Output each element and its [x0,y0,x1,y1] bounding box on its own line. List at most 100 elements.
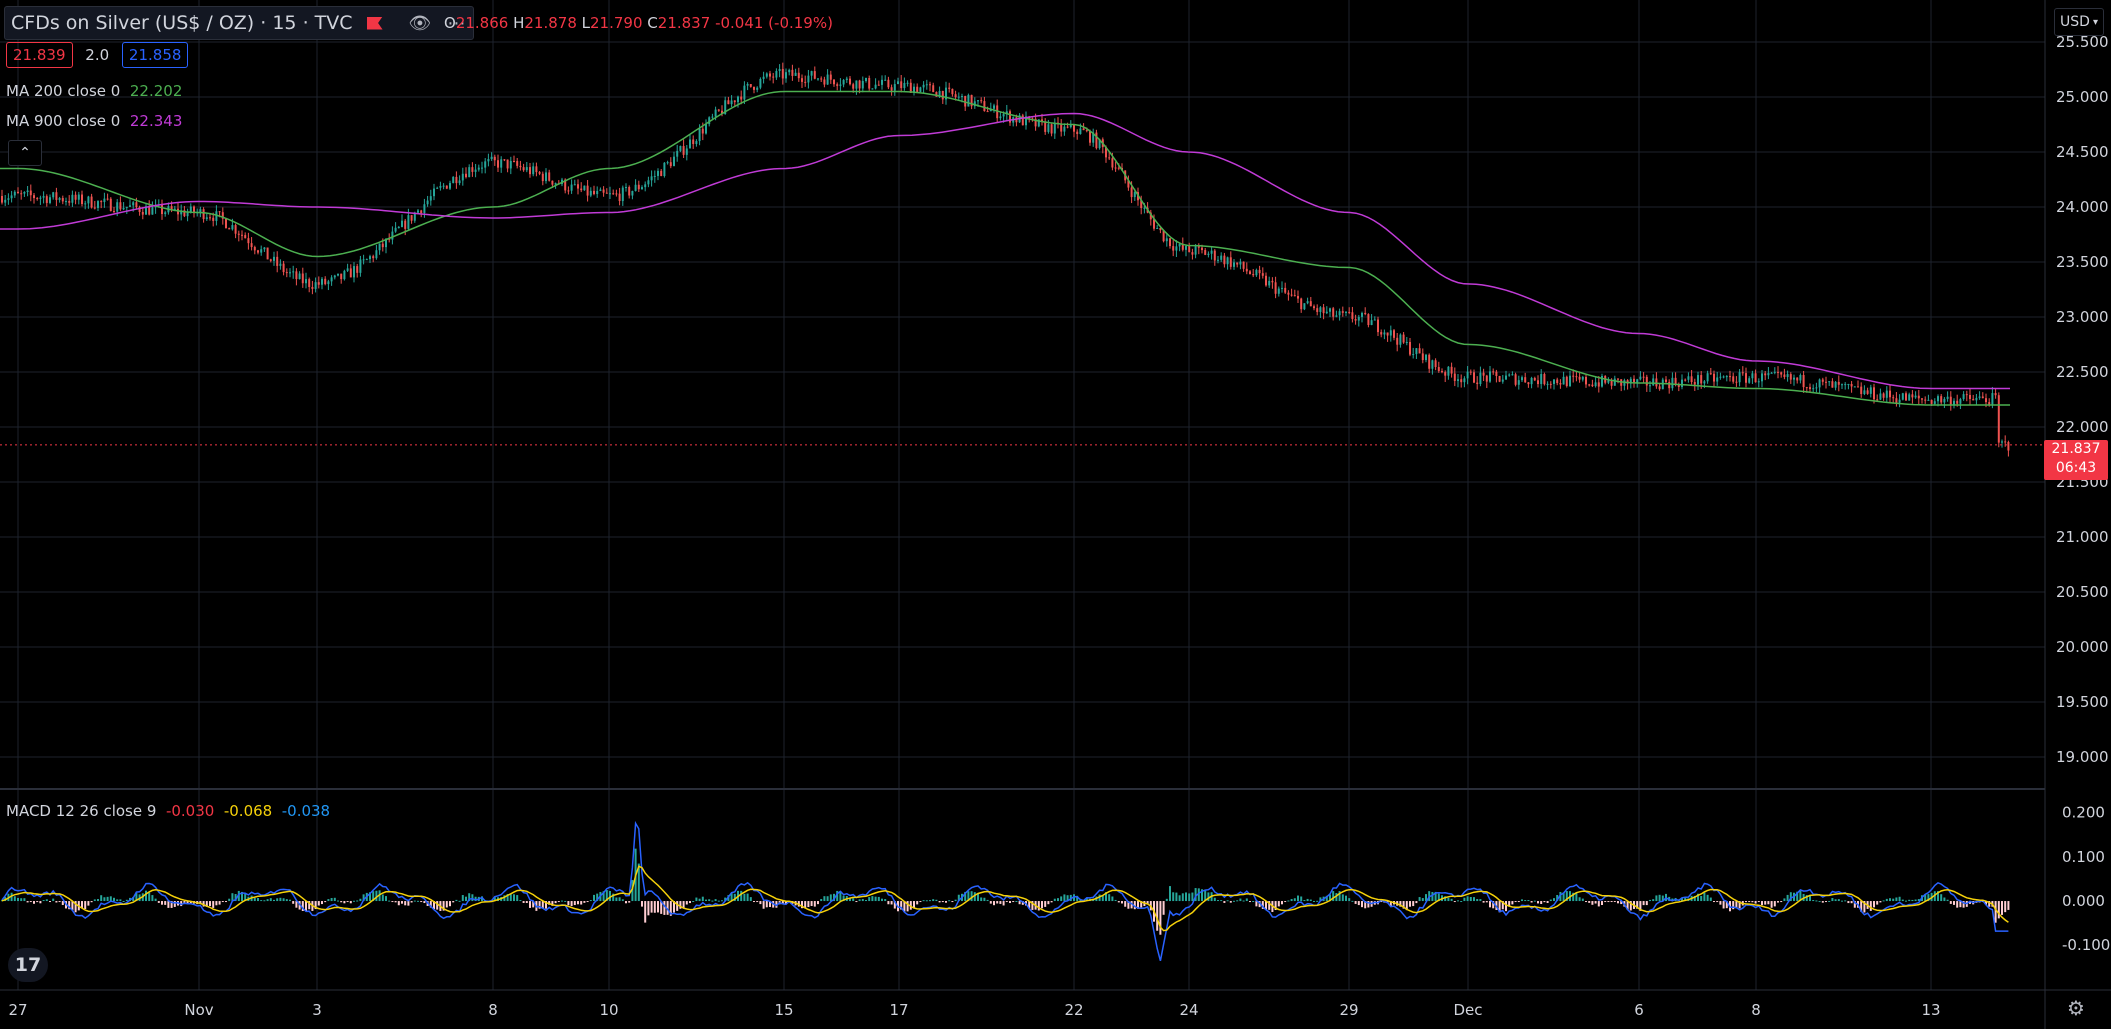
macd-hist-bar [746,893,749,902]
macd-hist-bar [410,901,413,903]
candle-body [333,275,336,278]
candle-body [609,193,611,195]
flag-icon[interactable] [366,16,383,30]
candle-body [228,228,231,230]
macd-hist-bar [1597,901,1600,907]
macd-hist-bar [1818,901,1821,903]
symbol-header[interactable]: CFDs on Silver (US$ / OZ) · 15 · TVC 👁 ⋯ [4,6,475,40]
macd-hist-bar [826,896,829,902]
candle-body [29,190,32,196]
candle-body [253,247,256,251]
macd-hist-bar [916,901,919,905]
more-icon[interactable]: ⋯ [447,12,466,34]
macd-hist-bar [113,897,115,902]
candle-body [71,194,74,203]
macd-hist-bar [343,901,346,904]
macd-hist-bar [1127,901,1130,909]
candle-body [932,85,935,93]
candle-body [199,209,202,213]
macd-hist-bar [423,901,426,904]
candle-body [183,210,186,217]
macd-hist-bar [909,901,912,910]
candle-body [673,156,675,167]
ma900-legend[interactable]: MA 900 close 0 22.343 [6,112,182,130]
candle-body [1754,373,1757,383]
macd-hist-bar [1233,900,1235,902]
time-tick-label: 29 [1339,1001,1358,1019]
macd-hist-bar [1300,896,1303,902]
candle-body [1162,230,1165,242]
candle-body [1249,271,1251,275]
macd-hist-bar [1309,899,1312,902]
candle-body [1047,124,1050,132]
candle-body [279,263,282,266]
macd-hist-bar [1994,901,1997,923]
low-value: 21.790 [590,14,643,32]
candle-body [1204,250,1207,255]
macd-hist-bar [1335,893,1338,902]
macd-hist-bar [1364,901,1367,909]
candle-body [1329,308,1331,312]
macd-hist-bar [1162,901,1165,915]
macd-hist-bar [625,901,627,904]
macd-hist-bar [1354,901,1357,904]
candle-body [538,172,541,174]
price-tick-label: 24.500 [2056,143,2109,161]
currency-button[interactable]: USD ▾ [2054,8,2104,36]
macd-hist-bar [1661,895,1664,902]
macd-hist-bar [628,901,631,903]
candle-body [1892,397,1895,399]
macd-hist-bar [1610,901,1613,903]
macd-hist-bar [1540,901,1543,904]
macd-hist-bar [650,901,653,913]
ma-200-line [0,90,2010,406]
candle-body [791,69,794,76]
candle-body [1809,387,1811,390]
macd-hist-bar [1805,895,1808,902]
macd-hist-bar [673,901,675,913]
candle-body [708,117,711,125]
macd-hist-bar [1437,893,1440,902]
candle-body [1447,366,1450,376]
macd-hist-bar [436,901,439,910]
ma200-legend[interactable]: MA 200 close 0 22.202 [6,82,182,100]
candle-body [1271,280,1274,283]
candle-body [829,74,832,80]
macd-hist-bar [1316,900,1319,902]
candle-body [324,278,327,285]
macd-hist-bar [151,895,154,902]
candle-body [327,281,330,285]
candle-body [1821,379,1824,382]
macd-hist-bar [573,901,576,906]
macd-hist-bar [1220,900,1223,902]
exchange-sep: · [296,12,315,34]
candle-body [1050,124,1053,134]
macd-hist-bar [29,901,32,903]
macd-hist-bar [209,901,211,907]
candle-body [1092,132,1095,143]
macd-hist-bar [865,899,867,902]
candle-body [781,68,784,79]
candle-body [1380,332,1383,335]
candle-body [1332,308,1335,317]
macd-hist-bar [1940,894,1943,902]
macd-hist-bar [1834,899,1837,902]
bid-button[interactable]: 21.839 [6,42,73,68]
macd-hist-bar [273,899,275,902]
macd-hist-bar [1434,891,1437,902]
candle-body [442,185,445,187]
tradingview-logo-icon[interactable]: 17 [8,948,48,982]
macd-hist-bar [305,901,307,912]
eye-icon[interactable]: 👁 [408,12,432,34]
collapse-legend-button[interactable]: ⌃ [8,140,42,166]
ask-button[interactable]: 21.858 [121,42,189,68]
candle-body [1850,384,1853,387]
macd-legend[interactable]: MACD 12 26 close 9 -0.030 -0.068 -0.038 [6,802,330,820]
macd-hist-bar [1927,894,1930,902]
gear-icon[interactable]: ⚙ [2067,996,2085,1020]
macd-hist-bar [1508,901,1511,907]
macd-hist-bar [1575,893,1578,902]
candle-body [903,82,906,89]
macd-hist-bar [1351,900,1354,902]
